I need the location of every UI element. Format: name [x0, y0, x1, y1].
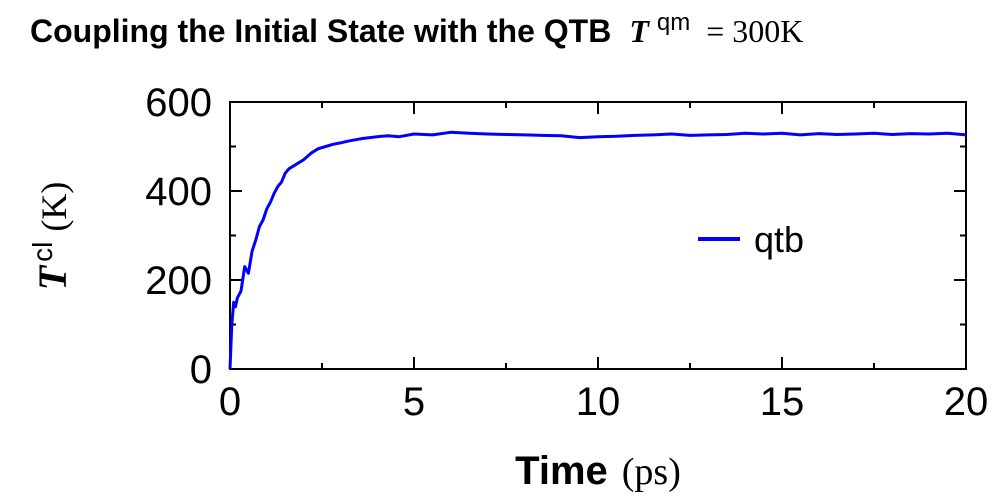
chart-title: Coupling the Initial State with the QTB … — [30, 1, 803, 49]
y-tick-labels: 0 200 400 600 — [145, 81, 212, 392]
legend: qtb — [698, 219, 804, 260]
x-axis-label: Time (ps) — [515, 449, 681, 493]
y-tick-label: 400 — [145, 170, 212, 214]
x-tick-labels: 0 5 10 15 20 — [219, 380, 988, 424]
x-tick-label: 5 — [403, 380, 425, 424]
x-tick-label: 15 — [760, 380, 805, 424]
series-line-qtb — [228, 130, 967, 370]
y-axis-label: T cl (K) — [27, 182, 75, 291]
y-tick-label: 0 — [190, 348, 212, 392]
y-tick-label: 200 — [145, 259, 212, 303]
x-tick-label: 10 — [576, 380, 621, 424]
x-tick-label: 0 — [219, 380, 241, 424]
legend-label-qtb: qtb — [754, 219, 804, 260]
y-tick-label: 600 — [145, 81, 212, 125]
axis-ticks — [229, 101, 967, 370]
x-tick-label: 20 — [944, 380, 989, 424]
